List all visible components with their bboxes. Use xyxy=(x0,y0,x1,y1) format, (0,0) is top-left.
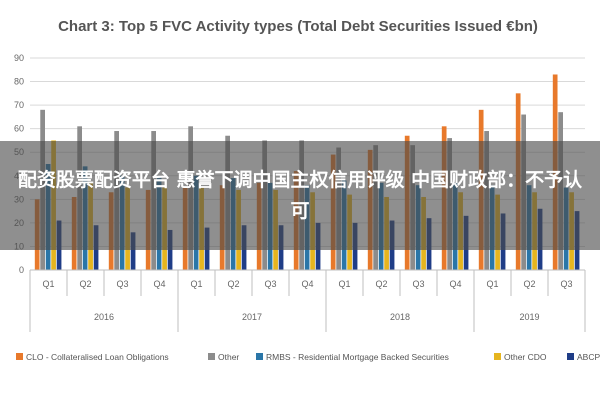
x-group-label: 2017 xyxy=(242,312,262,322)
x-tick-label: Q1 xyxy=(42,279,54,289)
x-tick-label: Q3 xyxy=(560,279,572,289)
legend-label: RMBS - Residential Mortgage Backed Secur… xyxy=(266,352,449,362)
y-tick-label: 90 xyxy=(14,53,24,63)
legend-label: ABCP xyxy=(577,352,600,362)
x-tick-label: Q1 xyxy=(190,279,202,289)
x-tick-label: Q3 xyxy=(412,279,424,289)
overlay-banner[interactable]: 配资股票配资平台 惠誉下调中国主权信用评级 中国财政部：不予认可 xyxy=(0,141,600,250)
legend-swatch xyxy=(494,353,501,360)
x-tick-label: Q2 xyxy=(227,279,239,289)
x-tick-label: Q2 xyxy=(79,279,91,289)
overlay-banner-text: 配资股票配资平台 惠誉下调中国主权信用评级 中国财政部：不予认可 xyxy=(17,168,583,222)
bar xyxy=(130,232,136,270)
legend-swatch xyxy=(208,353,215,360)
x-tick-label: Q4 xyxy=(301,279,313,289)
y-tick-label: 70 xyxy=(14,100,24,110)
x-group-label: 2016 xyxy=(94,312,114,322)
x-group-label: 2019 xyxy=(519,312,539,322)
legend-label: Other xyxy=(218,352,239,362)
legend: CLO - Collateralised Loan Obligations Oth… xyxy=(16,352,600,362)
legend-swatch xyxy=(567,353,574,360)
x-tick-label: Q4 xyxy=(449,279,461,289)
chart-title: Chart 3: Top 5 FVC Activity types (Total… xyxy=(58,18,538,35)
legend-swatch xyxy=(256,353,263,360)
y-tick-label: 60 xyxy=(14,124,24,134)
x-tick-label: Q2 xyxy=(523,279,535,289)
x-tick-label: Q3 xyxy=(264,279,276,289)
x-tick-label: Q3 xyxy=(116,279,128,289)
x-tick-label: Q1 xyxy=(338,279,350,289)
x-tick-label: Q1 xyxy=(486,279,498,289)
y-tick-label: 80 xyxy=(14,77,24,87)
legend-swatch xyxy=(16,353,23,360)
x-group-label: 2018 xyxy=(390,312,410,322)
y-tick-label: 0 xyxy=(19,265,24,275)
x-tick-label: Q2 xyxy=(375,279,387,289)
x-tick-label: Q4 xyxy=(153,279,165,289)
legend-label: Other CDO xyxy=(504,352,547,362)
legend-label: CLO - Collateralised Loan Obligations xyxy=(26,352,169,362)
